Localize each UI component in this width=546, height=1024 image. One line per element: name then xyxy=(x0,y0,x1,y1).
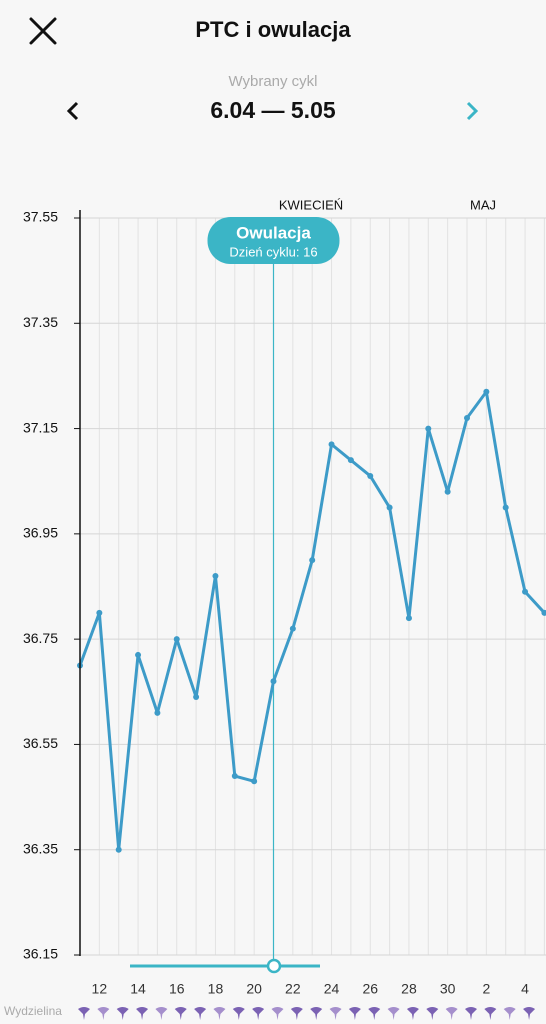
plot: Owulacja Dzień cyklu: 16 xyxy=(77,217,546,966)
discharge-icon xyxy=(523,1007,536,1020)
ovulation-title: Owulacja xyxy=(236,223,311,242)
discharge-icon xyxy=(310,1007,323,1020)
y-tick-label: 36.55 xyxy=(23,735,58,751)
prev-cycle[interactable] xyxy=(66,101,79,121)
discharge-icon xyxy=(387,1007,400,1020)
temperature-point xyxy=(522,588,529,595)
close-icon xyxy=(29,17,57,45)
close-button[interactable] xyxy=(29,17,57,45)
x-tick-label: 14 xyxy=(130,981,146,997)
discharge-icon xyxy=(232,1007,245,1020)
temperature-point xyxy=(347,457,354,464)
temperature-point xyxy=(502,504,509,511)
x-tick-label: 20 xyxy=(246,981,262,997)
x-tick-label: 16 xyxy=(169,981,185,997)
x-tick-label: 2 xyxy=(482,981,490,997)
discharge-icon xyxy=(445,1007,458,1020)
discharge-icon xyxy=(213,1007,226,1020)
discharge-icon xyxy=(271,1007,284,1020)
y-tick-label: 36.15 xyxy=(23,946,58,962)
discharge-icon xyxy=(465,1007,477,1020)
temperature-point xyxy=(444,488,451,495)
month-label: KWIECIEŃ xyxy=(279,197,343,212)
next-cycle[interactable] xyxy=(466,101,479,121)
temperature-point xyxy=(289,625,296,632)
month-label: MAJ xyxy=(470,197,496,212)
discharge-icon xyxy=(290,1007,303,1020)
x-tick-label: 28 xyxy=(401,981,417,997)
temperature-point xyxy=(483,388,490,395)
discharge-icon xyxy=(174,1007,187,1020)
temperature-point xyxy=(154,709,161,716)
cycle-caption: Wybrany cykl xyxy=(228,73,317,90)
temperature-point xyxy=(212,572,219,579)
ovulation-badge xyxy=(207,217,340,264)
discharge-icon xyxy=(116,1007,129,1020)
x-tick-label: 26 xyxy=(362,981,378,997)
temperature-point xyxy=(405,615,412,622)
slider-knob[interactable] xyxy=(266,958,282,974)
temperature-point xyxy=(251,778,258,785)
discharge-icon xyxy=(484,1007,497,1020)
temperature-point xyxy=(464,415,470,422)
discharge-icon xyxy=(252,1007,265,1020)
discharge-icon xyxy=(368,1007,381,1020)
y-tick-label: 37.15 xyxy=(23,419,58,435)
temperature-point xyxy=(193,694,200,701)
discharge-icon xyxy=(97,1007,110,1020)
temperature-point xyxy=(425,425,432,432)
x-tick-label: 30 xyxy=(440,981,456,997)
x-tick-label: 18 xyxy=(208,981,224,997)
discharge-icons xyxy=(78,1007,536,1020)
ovulation-subtitle: Dzień cyklu: 16 xyxy=(229,244,317,259)
temperature-point xyxy=(231,773,238,780)
x-tick-label: 22 xyxy=(285,981,301,997)
temperature-point xyxy=(386,504,393,511)
x-tick-label: 12 xyxy=(92,981,108,997)
discharge-icon xyxy=(406,1007,419,1020)
discharge-icon xyxy=(503,1007,516,1020)
temperature-point xyxy=(367,472,374,479)
temperature-point xyxy=(541,609,546,616)
discharge-icon xyxy=(78,1007,90,1020)
x-tick-label: 4 xyxy=(521,981,529,997)
y-tick-label: 36.95 xyxy=(23,525,58,541)
grid xyxy=(74,217,546,956)
discharge-icon xyxy=(329,1007,342,1020)
y-tick-label: 37.35 xyxy=(23,314,58,330)
discharge-icon xyxy=(348,1007,361,1020)
temperature-point xyxy=(328,441,335,448)
discharge-label: Wydzielina xyxy=(4,1004,62,1018)
temperature-point xyxy=(96,609,103,616)
y-tick-label: 36.75 xyxy=(23,630,58,646)
discharge-icon xyxy=(136,1007,149,1020)
temperature-point xyxy=(270,678,277,685)
page-title: PTC i owulacja xyxy=(195,17,351,42)
temperature-point xyxy=(309,557,316,564)
temperature-point xyxy=(135,651,142,658)
discharge-icon xyxy=(194,1007,207,1020)
discharge-icon xyxy=(426,1007,439,1020)
cycle-range: 6.04 — 5.05 xyxy=(210,97,336,123)
y-tick-label: 37.55 xyxy=(23,209,58,225)
x-tick-label: 24 xyxy=(324,981,340,997)
y-tick-label: 36.35 xyxy=(23,840,58,856)
temperature-point xyxy=(173,636,180,643)
discharge-icon xyxy=(155,1007,168,1020)
temperature-point xyxy=(115,846,122,853)
